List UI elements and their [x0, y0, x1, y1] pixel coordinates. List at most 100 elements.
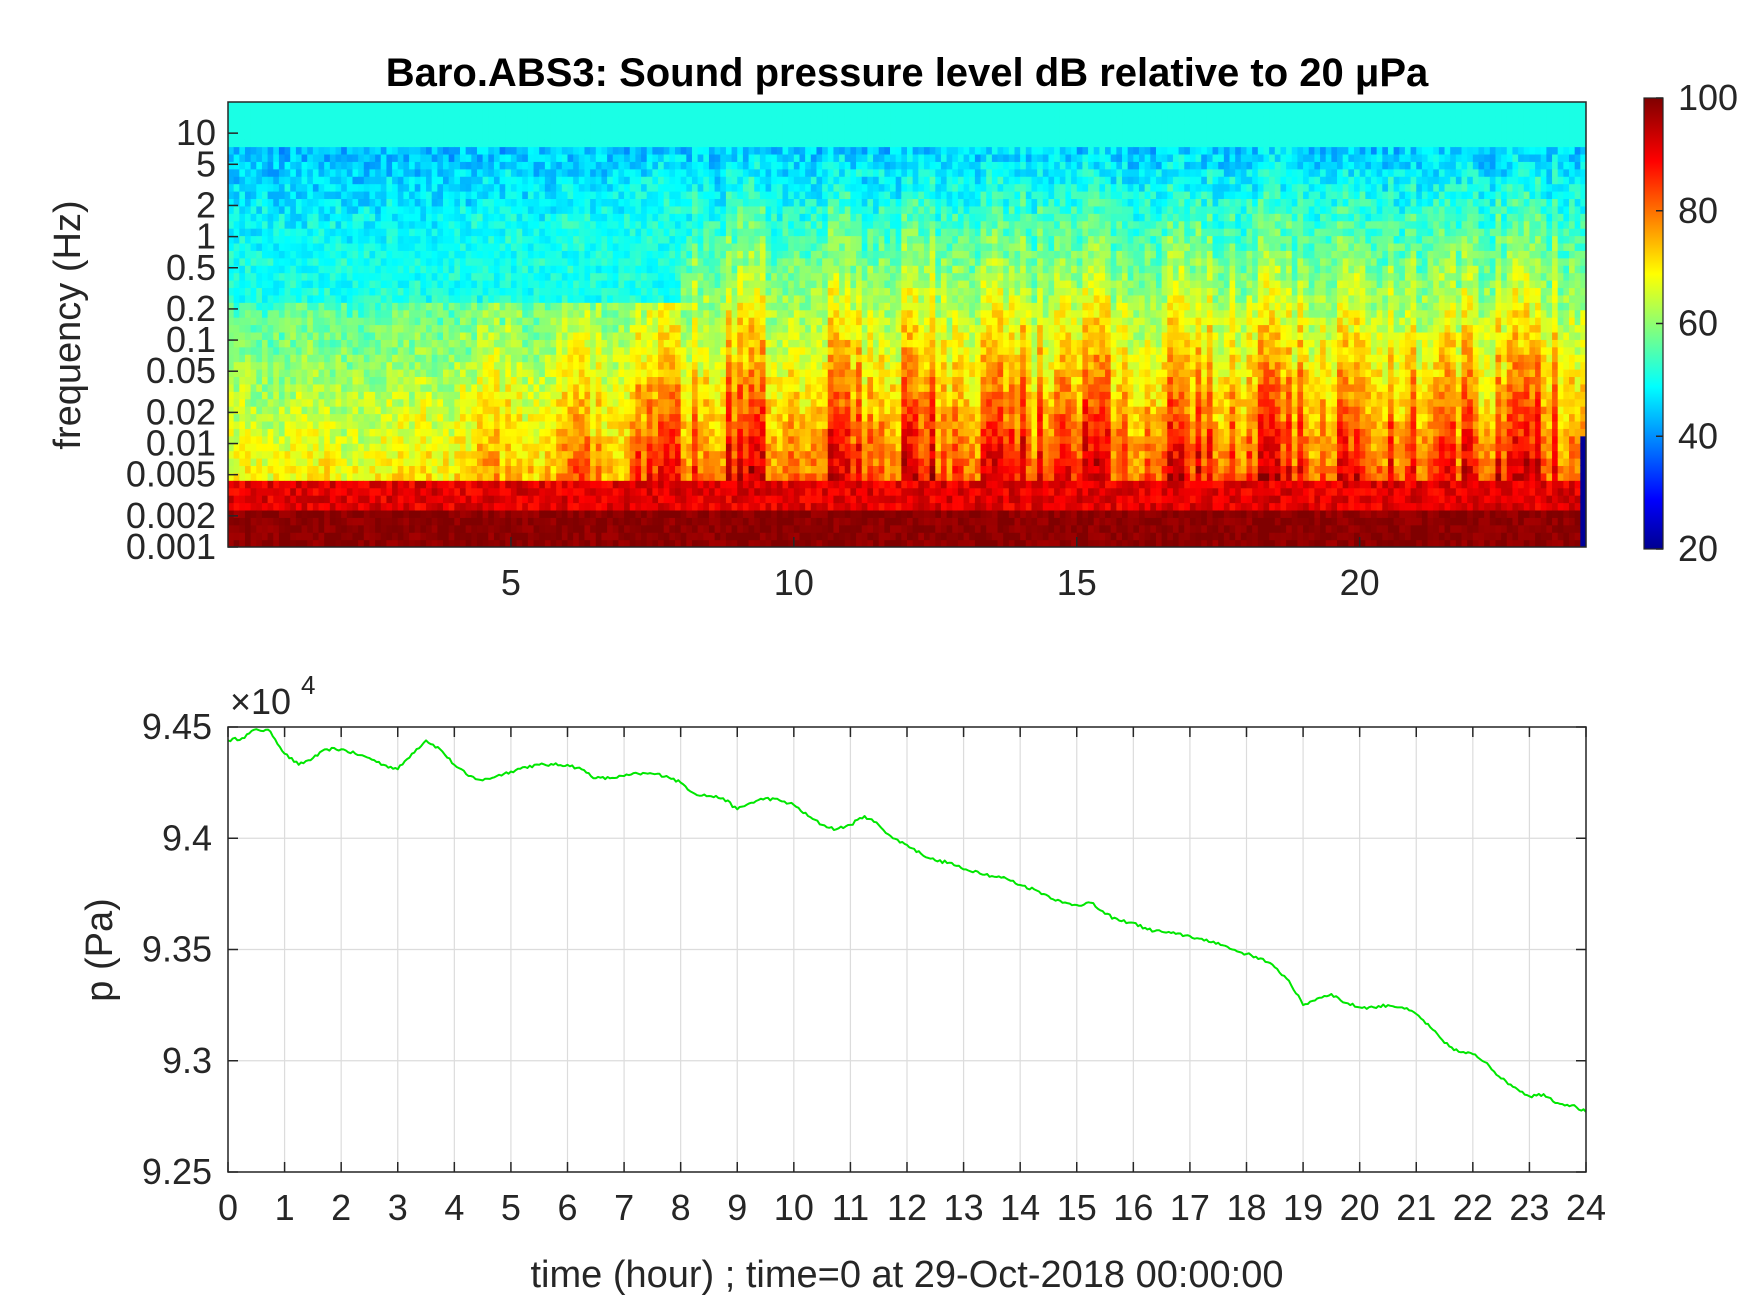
spectrogram-cell: [516, 317, 523, 326]
spectrogram-cell: [573, 287, 580, 296]
spectrogram-cell: [375, 265, 382, 274]
spectrogram-cell: [680, 346, 687, 355]
spectrogram-cell: [510, 213, 518, 222]
spectrogram-cell: [675, 532, 682, 541]
spectrogram-cell: [488, 495, 495, 504]
spectrogram-cell: [284, 383, 291, 392]
spectrogram-cell: [414, 472, 421, 481]
spectrogram-cell: [624, 153, 631, 162]
spectrogram-cell: [590, 220, 597, 229]
spectrogram-cell: [652, 176, 659, 185]
spectrogram-cell: [691, 413, 699, 422]
spectrogram-cell: [278, 376, 286, 385]
spectrogram-cell: [426, 495, 433, 504]
spectrogram-cell: [363, 354, 371, 363]
spectrogram-cell: [691, 324, 699, 333]
spectrogram-cell: [239, 354, 246, 363]
spectrogram-cell: [375, 191, 382, 200]
spectrogram-cell: [488, 465, 495, 474]
spectrogram-cell: [697, 443, 704, 452]
spectrogram-cell: [346, 398, 354, 407]
spectrogram-cell: [675, 324, 682, 333]
spectrogram-cell: [482, 213, 489, 222]
spectrogram-cell: [658, 428, 665, 437]
spectrogram-cell: [426, 213, 433, 222]
spectrogram-cell: [386, 383, 393, 392]
spectrogram-cell: [250, 265, 257, 274]
spectrogram-cell: [544, 131, 552, 140]
spectrogram-cell: [386, 183, 393, 192]
spectrogram-cell: [329, 287, 337, 296]
spectrogram-cell: [680, 472, 687, 481]
spectrogram-cell: [335, 472, 342, 481]
spectrogram-cell: [550, 331, 557, 340]
spectrogram-cell: [584, 435, 591, 444]
spectrogram-cell: [312, 205, 320, 214]
spectrogram-cell: [680, 428, 687, 437]
spectrogram-cell: [573, 376, 580, 385]
spectrogram-cell: [482, 287, 489, 296]
spectrogram-cell: [318, 116, 325, 125]
spectrogram-cell: [375, 309, 382, 318]
spectrogram-cell: [539, 183, 546, 192]
spectrogram-cell: [318, 302, 325, 311]
spectrogram-cell: [522, 495, 529, 504]
spectrogram-cell: [244, 376, 252, 385]
spectrogram-cell: [284, 465, 291, 474]
spectrogram-cell: [471, 369, 478, 378]
spectrogram-cell: [250, 294, 257, 303]
spectrogram-cell: [375, 102, 382, 111]
spectrogram-cell: [358, 354, 365, 363]
spectrogram-cell: [567, 294, 574, 303]
spectrogram-cell: [658, 398, 665, 407]
spectrogram-cell: [641, 524, 648, 533]
spectrogram-cell: [539, 198, 546, 207]
spectrogram-cell: [403, 309, 410, 318]
spectrogram-cell: [612, 383, 620, 392]
spectrogram-cell: [612, 391, 620, 400]
spectrogram-cell: [426, 309, 433, 318]
spectrogram-cell: [697, 517, 704, 526]
spectrogram-cell: [420, 265, 427, 274]
spectrogram-cell: [329, 139, 337, 148]
spectrogram-cell: [556, 265, 563, 274]
spectrogram-cell: [590, 502, 597, 511]
spectrogram-cell: [680, 220, 687, 229]
spectrogram-cell: [375, 302, 382, 311]
spectrogram-cell: [307, 176, 314, 185]
spectrogram-cell: [476, 509, 484, 518]
spectrogram-cell: [256, 102, 263, 111]
spectrogram-cell: [244, 361, 252, 370]
spectrogram-cell: [312, 272, 320, 281]
spectrogram-cell: [533, 109, 540, 118]
spectrogram-cell: [454, 213, 461, 222]
spectrogram-cell: [567, 272, 574, 281]
spectrogram-cell: [295, 161, 303, 170]
spectrogram-cell: [561, 176, 569, 185]
spectrogram-cell: [380, 339, 388, 348]
spectrogram-cell: [476, 168, 484, 177]
spectrogram-cell: [533, 369, 540, 378]
spectrogram-cell: [256, 331, 263, 340]
spectrogram-cell: [595, 517, 603, 526]
spectrogram-cell: [658, 354, 665, 363]
spectrogram-cell: [629, 487, 636, 496]
spectrogram-cell: [363, 458, 371, 467]
spectrogram-cell: [465, 435, 472, 444]
spectrogram-cell: [476, 420, 484, 429]
spectrogram-cell: [550, 398, 557, 407]
spectrogram-cell: [454, 161, 461, 170]
spectrogram-cell: [635, 235, 642, 244]
spectrogram-cell: [380, 146, 388, 155]
spectrogram-cell: [409, 116, 416, 125]
spectrogram-cell: [522, 213, 529, 222]
spectrogram-cell: [493, 331, 501, 340]
spectrogram-cell: [329, 102, 337, 111]
spectrogram-cell: [516, 161, 523, 170]
spectrogram-cell: [697, 487, 704, 496]
spectrogram-cell: [295, 220, 303, 229]
spectrogram-cell: [239, 428, 246, 437]
spectrogram-cell: [290, 146, 297, 155]
spectrogram-cell: [686, 346, 693, 355]
spectrogram-cell: [533, 509, 540, 518]
